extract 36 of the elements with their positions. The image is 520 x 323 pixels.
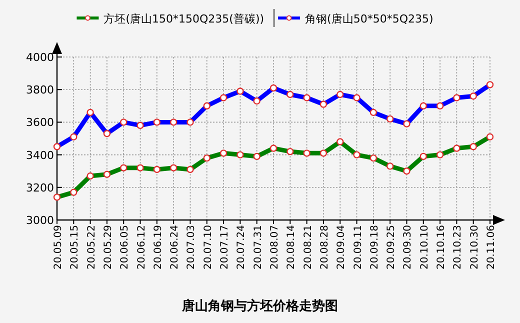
x-tick-label: 20.05.29 [102,225,114,270]
text: 唐山角钢与方坯价格走势图 [181,298,338,314]
x-tick-label: 20.07.10 [202,225,214,270]
x-tick-label: 20.05.15 [70,225,81,270]
y-tick-label: 3400 [26,148,54,162]
y-tick-label: 3800 [26,84,54,97]
x-tick-label: 20.10.16 [436,225,448,270]
x-tick-label: 20.08.28 [319,225,330,270]
x-tick-label: 20.07.31 [252,225,264,270]
x-tick-label: 20.06.12 [136,225,148,270]
x-tick-label: 20.07.24 [236,225,248,270]
x-tick-label: 20.11.06 [486,225,497,270]
x-tick-label: 20.08.14 [286,225,298,270]
x-tick-label: 20.09.04 [336,225,348,270]
legend-label: 角钢(唐山50*50*5Q235) [305,12,434,26]
x-tick-label: 20.10.30 [469,225,480,270]
y-tick-label: 3000 [26,214,54,227]
x-tick-label: 20.09.11 [352,225,364,270]
x-tick-label: 20.06.19 [152,225,164,270]
x-tick-label: 20.10.23 [452,225,464,270]
x-tick-label: 20.05.22 [86,225,98,270]
x-tick-label: 20.07.17 [220,225,231,270]
x-tick-label: 20.05.09 [53,225,64,270]
x-tick-label: 20.10.10 [419,225,430,270]
x-tick-label: 20.09.18 [369,225,380,270]
x-tick-label: 20.06.05 [120,225,131,270]
y-tick-label: 3600 [26,116,54,130]
x-tick-label: 20.09.30 [402,225,414,270]
legend-label: 方坯(唐山150*150Q235(普碳)) [104,12,264,26]
x-tick-label: 20.09.25 [386,225,398,270]
y-tick-label: 4000 [26,51,54,64]
x-tick-label: 20.06.24 [170,225,181,270]
x-tick-label: 20.07.03 [186,225,198,270]
y-tick-label: 3200 [26,181,54,194]
x-tick-label: 20.08.07 [270,225,280,270]
x-tick-label: 20.08.21 [302,225,314,270]
